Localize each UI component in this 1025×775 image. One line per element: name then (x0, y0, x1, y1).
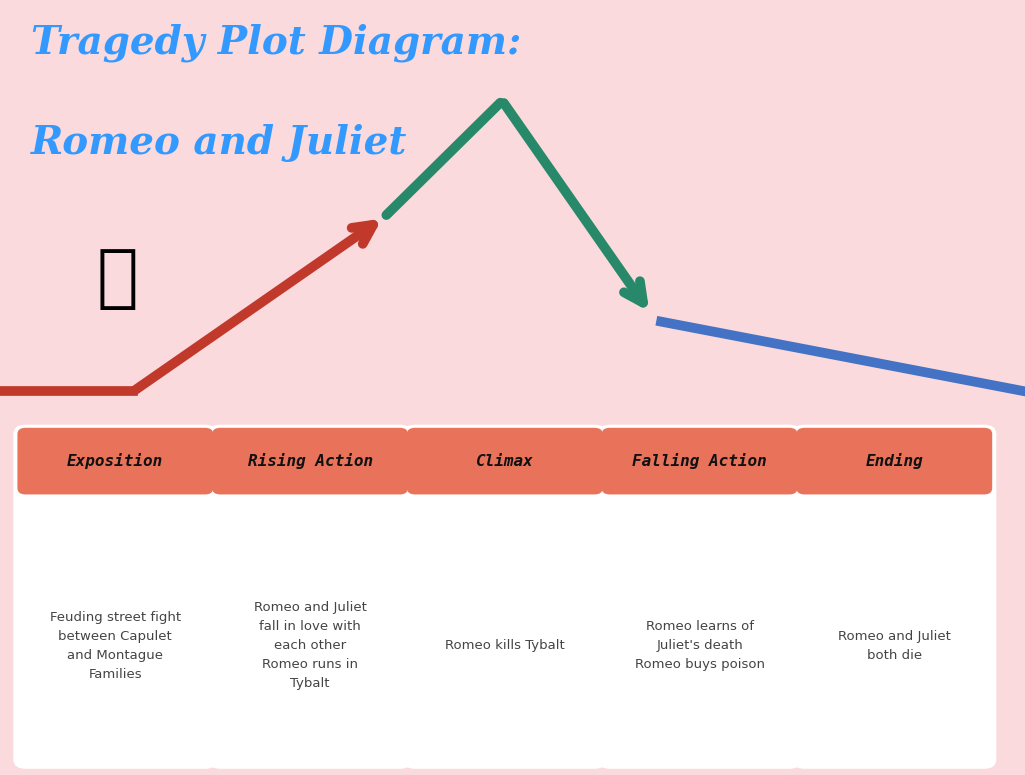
Text: Exposition: Exposition (68, 453, 163, 469)
Text: Climax: Climax (476, 453, 534, 469)
FancyBboxPatch shape (212, 428, 408, 494)
Text: Feuding street fight
between Capulet
and Montague
Families: Feuding street fight between Capulet and… (50, 611, 180, 680)
FancyBboxPatch shape (407, 428, 603, 494)
FancyBboxPatch shape (403, 425, 607, 769)
Text: Tragedy Plot Diagram:: Tragedy Plot Diagram: (31, 23, 521, 62)
FancyBboxPatch shape (208, 425, 412, 769)
FancyBboxPatch shape (796, 428, 992, 494)
FancyBboxPatch shape (602, 428, 797, 494)
FancyBboxPatch shape (598, 425, 802, 769)
Text: Rising Action: Rising Action (247, 453, 373, 469)
FancyBboxPatch shape (17, 428, 213, 494)
FancyBboxPatch shape (792, 425, 996, 769)
Text: Romeo and Juliet
fall in love with
each other
Romeo runs in
Tybalt: Romeo and Juliet fall in love with each … (253, 601, 367, 690)
Text: Romeo and Juliet: Romeo and Juliet (31, 124, 407, 162)
Text: Ending: Ending (865, 453, 924, 469)
Text: 🎭: 🎭 (97, 246, 138, 312)
Text: Romeo kills Tybalt: Romeo kills Tybalt (445, 639, 565, 652)
Text: Romeo and Juliet
both die: Romeo and Juliet both die (837, 629, 951, 662)
Text: Romeo learns of
Juliet's death
Romeo buys poison: Romeo learns of Juliet's death Romeo buy… (634, 620, 765, 671)
Text: Falling Action: Falling Action (632, 453, 767, 469)
FancyBboxPatch shape (13, 425, 217, 769)
